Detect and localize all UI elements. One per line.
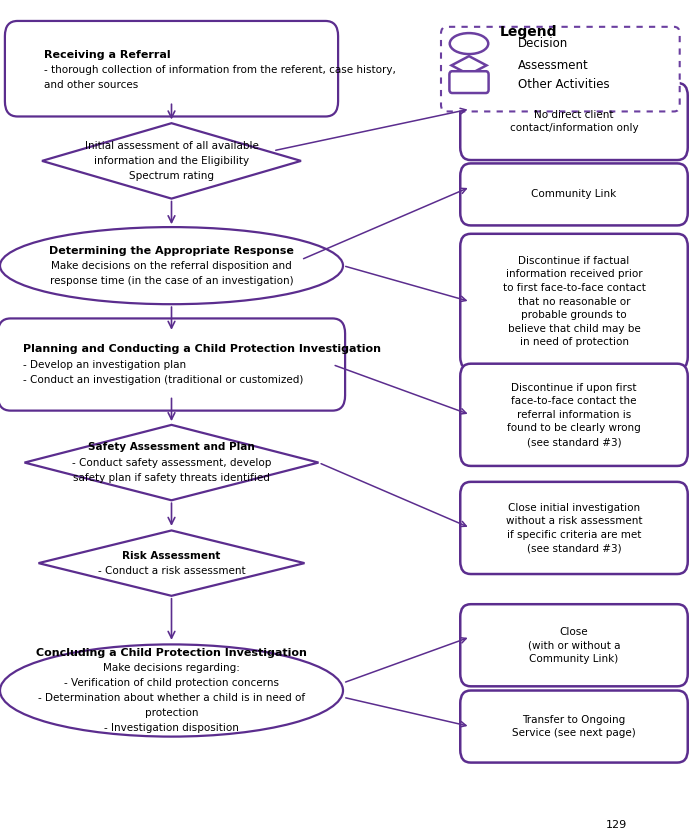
FancyBboxPatch shape	[461, 604, 687, 686]
Text: Planning and Conducting a Child Protection Investigation: Planning and Conducting a Child Protecti…	[23, 344, 381, 354]
Text: Receiving a Referral: Receiving a Referral	[44, 50, 171, 60]
Text: Safety Assessment and Plan: Safety Assessment and Plan	[88, 442, 255, 453]
Text: - Conduct a risk assessment: - Conduct a risk assessment	[98, 566, 245, 576]
Text: and other sources: and other sources	[44, 80, 139, 91]
Text: Spectrum rating: Spectrum rating	[129, 171, 214, 181]
FancyBboxPatch shape	[461, 691, 687, 763]
FancyBboxPatch shape	[461, 234, 687, 370]
Text: - Verification of child protection concerns: - Verification of child protection conce…	[64, 678, 279, 688]
FancyBboxPatch shape	[461, 482, 687, 574]
Text: - Investigation disposition: - Investigation disposition	[104, 723, 239, 733]
Text: Community Link: Community Link	[531, 189, 617, 199]
FancyBboxPatch shape	[5, 21, 338, 116]
FancyBboxPatch shape	[461, 364, 687, 466]
Text: - thorough collection of information from the referent, case history,: - thorough collection of information fro…	[44, 65, 396, 75]
FancyBboxPatch shape	[441, 27, 680, 111]
Text: information and the Eligibility: information and the Eligibility	[94, 156, 249, 166]
Text: Decision: Decision	[518, 37, 568, 50]
FancyBboxPatch shape	[0, 318, 345, 411]
Text: safety plan if safety threats identified: safety plan if safety threats identified	[73, 473, 270, 483]
FancyBboxPatch shape	[461, 83, 687, 160]
Text: Risk Assessment: Risk Assessment	[122, 551, 220, 561]
Text: - Conduct safety assessment, develop: - Conduct safety assessment, develop	[72, 458, 271, 468]
Text: Discontinue if upon first
face-to-face contact the
referral information is
found: Discontinue if upon first face-to-face c…	[507, 383, 641, 447]
Text: protection: protection	[145, 708, 198, 718]
Text: Make decisions on the referral disposition and: Make decisions on the referral dispositi…	[51, 261, 292, 271]
Text: - Determination about whether a child is in need of: - Determination about whether a child is…	[38, 693, 305, 703]
Text: Make decisions regarding:: Make decisions regarding:	[103, 663, 240, 673]
Text: Close
(with or without a
Community Link): Close (with or without a Community Link)	[528, 627, 620, 664]
FancyBboxPatch shape	[449, 71, 489, 93]
Text: Concluding a Child Protection Investigation: Concluding a Child Protection Investigat…	[36, 648, 307, 658]
FancyBboxPatch shape	[461, 163, 687, 225]
Text: Initial assessment of all available: Initial assessment of all available	[85, 141, 258, 151]
Text: Close initial investigation
without a risk assessment
if specific criteria are m: Close initial investigation without a ri…	[505, 503, 643, 553]
Text: 129: 129	[606, 820, 626, 830]
Text: Legend: Legend	[500, 25, 557, 39]
Text: Determining the Appropriate Response: Determining the Appropriate Response	[49, 246, 294, 256]
Text: - Conduct an investigation (traditional or customized): - Conduct an investigation (traditional …	[23, 375, 304, 385]
Text: No direct client
contact/information only: No direct client contact/information onl…	[510, 110, 638, 133]
Text: Transfer to Ongoing
Service (see next page): Transfer to Ongoing Service (see next pa…	[512, 715, 636, 738]
Text: Assessment: Assessment	[518, 59, 589, 72]
Text: - Develop an investigation plan: - Develop an investigation plan	[23, 360, 186, 370]
Text: Discontinue if factual
information received prior
to first face-to-face contact
: Discontinue if factual information recei…	[503, 256, 645, 348]
Text: Other Activities: Other Activities	[518, 78, 610, 91]
Text: response time (in the case of an investigation): response time (in the case of an investi…	[50, 276, 293, 286]
